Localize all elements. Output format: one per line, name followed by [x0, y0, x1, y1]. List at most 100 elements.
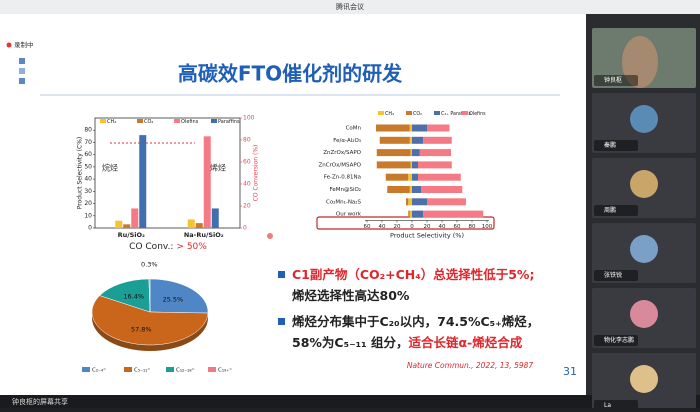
legend-swatch	[174, 119, 180, 123]
deco	[19, 68, 25, 74]
y-tick-label: 10	[84, 212, 92, 219]
co-label: CO Conv.:	[129, 242, 173, 252]
share-status: 钟良枢的屏幕共享	[12, 397, 68, 406]
bar	[412, 173, 418, 181]
bar	[139, 135, 147, 228]
legend-swatch	[100, 119, 106, 123]
x-tick-label: 20	[394, 224, 401, 230]
avatar	[630, 170, 658, 198]
row-label: FeMn@SiO₂	[329, 187, 361, 193]
legend-swatch	[208, 367, 216, 372]
bar	[131, 208, 139, 228]
bar	[123, 224, 131, 228]
pie-slice	[99, 278, 151, 313]
bar	[410, 161, 412, 169]
y2-axis-label: CO Conversion (%)	[253, 145, 260, 202]
bullet-segment: C1副产物（CO₂+CH₄）总选择性低于5%;	[292, 267, 534, 282]
participant-name: 张铁锐	[604, 271, 622, 279]
recording: 录制中	[14, 40, 34, 49]
bar	[427, 124, 450, 132]
name-tag	[594, 400, 638, 411]
bar	[409, 124, 412, 132]
bar	[195, 223, 203, 228]
annotation: 烯烃	[210, 163, 226, 173]
deco	[19, 78, 25, 84]
bar	[376, 149, 411, 157]
deco	[19, 58, 25, 64]
legend-label: C₂₊ Paraffins	[441, 111, 472, 117]
pie-label: 57.8%	[131, 325, 152, 333]
name-tag	[594, 270, 638, 281]
bar	[203, 136, 211, 228]
legend-swatch	[434, 111, 440, 115]
bar	[423, 136, 452, 144]
y-tick-label: 30	[84, 188, 92, 195]
y2-tick-label: 60	[243, 159, 251, 166]
pie-slice	[91, 295, 209, 346]
legend-label: CH₄	[107, 119, 116, 125]
bar	[419, 149, 451, 157]
y-tick-label: 50	[84, 163, 92, 170]
pie-slice	[148, 278, 151, 313]
legend-label: CH₄	[385, 111, 394, 117]
bar	[412, 149, 420, 157]
bullet-text: 58%为C₅₋₁₁ 组分，适合长链α-烯烃合成	[292, 335, 523, 350]
bar	[423, 210, 484, 218]
bar	[418, 161, 452, 169]
row-label: Fe-Zn-0.81Na	[324, 175, 361, 181]
bar	[406, 198, 409, 206]
bullet-segment: 58%为C₅₋₁₁ 组分，	[292, 335, 408, 350]
y-tick-label: 70	[84, 139, 92, 146]
bar	[409, 186, 412, 193]
bullet-segment: 烯烃分布集中于C₂₀以内，74.5%C₅₊烯烃，	[292, 314, 539, 329]
pie-slice	[149, 278, 209, 314]
legend-swatch	[82, 367, 90, 372]
x-tick-label: 40	[439, 224, 446, 230]
bar	[187, 219, 195, 228]
bar	[376, 124, 410, 132]
x-tick-label: 60	[454, 224, 461, 230]
avatar	[630, 365, 658, 393]
video-person	[622, 36, 658, 88]
x-tick-label: 20	[424, 224, 431, 230]
bar	[387, 186, 410, 193]
participant-name: 物化李志鹏	[604, 336, 634, 344]
highlight-box	[316, 216, 495, 230]
y-axis-label: Product Selectivity (C%)	[77, 137, 84, 209]
bullet-text: 烯烃分布集中于C₂₀以内，74.5%C₅₊烯烃，	[292, 314, 539, 329]
y2-tick-label: 0	[243, 225, 247, 232]
y2-tick-label: 100	[243, 115, 255, 122]
bullet-segment: 适合长链α-烯烃合成	[408, 335, 522, 350]
legend-label: CO₂	[144, 119, 153, 125]
x-tick-label: 100	[482, 224, 493, 230]
legend-label: Olefins	[469, 111, 486, 117]
bullet-segment: 烯烃选择性高达80%	[292, 288, 410, 303]
bar	[408, 210, 410, 218]
legend-swatch	[166, 367, 174, 372]
row-label: CoMn	[346, 126, 362, 132]
x-tick-label: Na-Ru/SiO₂	[184, 231, 224, 239]
legend-label: C₅₋₁₁⁼	[134, 368, 150, 374]
bar	[211, 208, 219, 228]
bar	[408, 173, 412, 181]
bar	[409, 210, 412, 218]
row-label: Fe/α-Al₂O₃	[333, 138, 361, 144]
page-number: 31	[563, 365, 577, 378]
y-tick-label: 80	[84, 127, 92, 134]
bar	[408, 198, 412, 206]
legend-label: CO₂	[413, 111, 422, 117]
pointer	[267, 233, 273, 239]
row-label: Co₂Mn₁-Na₂S	[326, 199, 362, 205]
legend-swatch	[124, 367, 132, 372]
pie-label: 0.3%	[141, 260, 158, 268]
participant-name: 秦鹏	[604, 141, 616, 149]
legend-label: Olefins	[181, 119, 199, 125]
legend-swatch	[137, 119, 143, 123]
y-tick-label: 40	[84, 176, 92, 183]
name-tag	[594, 75, 638, 86]
y2-tick-label: 80	[243, 137, 251, 144]
window-title: 腾讯会议	[336, 2, 364, 11]
x-tick-label: 80	[469, 224, 476, 230]
legend-label: C₁₂₋₁₈⁼	[176, 368, 195, 374]
